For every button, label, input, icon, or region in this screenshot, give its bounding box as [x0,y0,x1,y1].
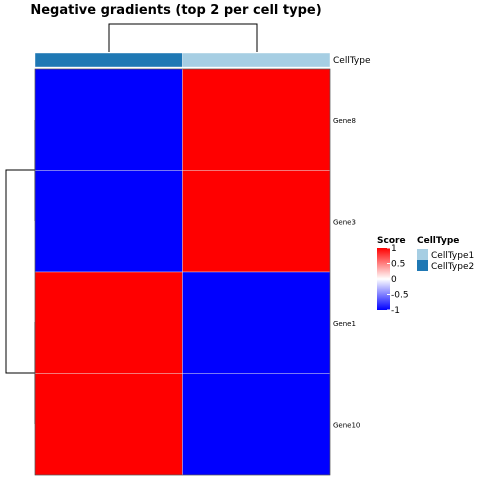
heatmap-cell [183,374,331,476]
row-dendrogram [6,120,35,424]
celltype-legend-title: CellType [417,236,459,246]
score-tick-label: 0 [391,275,397,285]
heatmap-cell [35,69,183,171]
row-label: Gene10 [333,421,360,429]
celltype-swatch [417,249,428,260]
score-ticks: 1 0.5 0 -0.5 -1 [387,244,409,316]
row-label: Gene1 [333,320,356,328]
row-label: Gene8 [333,117,356,125]
heatmap-cell [35,171,183,273]
annotation-track-label: CellType [333,56,371,66]
heatmap-cell [183,272,331,374]
row-labels: Gene8 Gene3 Gene1 Gene10 [333,117,360,430]
score-legend: Score 10.50-0.5-1 [377,236,409,316]
chart-title: Negative gradients (top 2 per cell type) [30,3,321,18]
celltype-swatch [417,260,428,271]
column-dendrogram [109,24,257,52]
row-label: Gene3 [333,218,356,226]
score-tick-label: -0.5 [391,291,409,301]
celltype-label: CellType2 [431,262,474,272]
heatmap-cell [35,272,183,374]
score-tick-label: -1 [391,306,400,316]
heatmap-cell [35,374,183,476]
score-tick-label: 1 [391,244,397,254]
heatmap-cells [35,69,330,475]
score-tick-label: 0.5 [391,260,405,270]
celltype-label: CellType1 [431,251,474,261]
heatmap-cell [183,171,331,273]
heatmap-cell [183,69,331,171]
annotation-cell [35,53,183,67]
annotation-track [35,53,330,67]
annotation-cell [183,53,331,67]
